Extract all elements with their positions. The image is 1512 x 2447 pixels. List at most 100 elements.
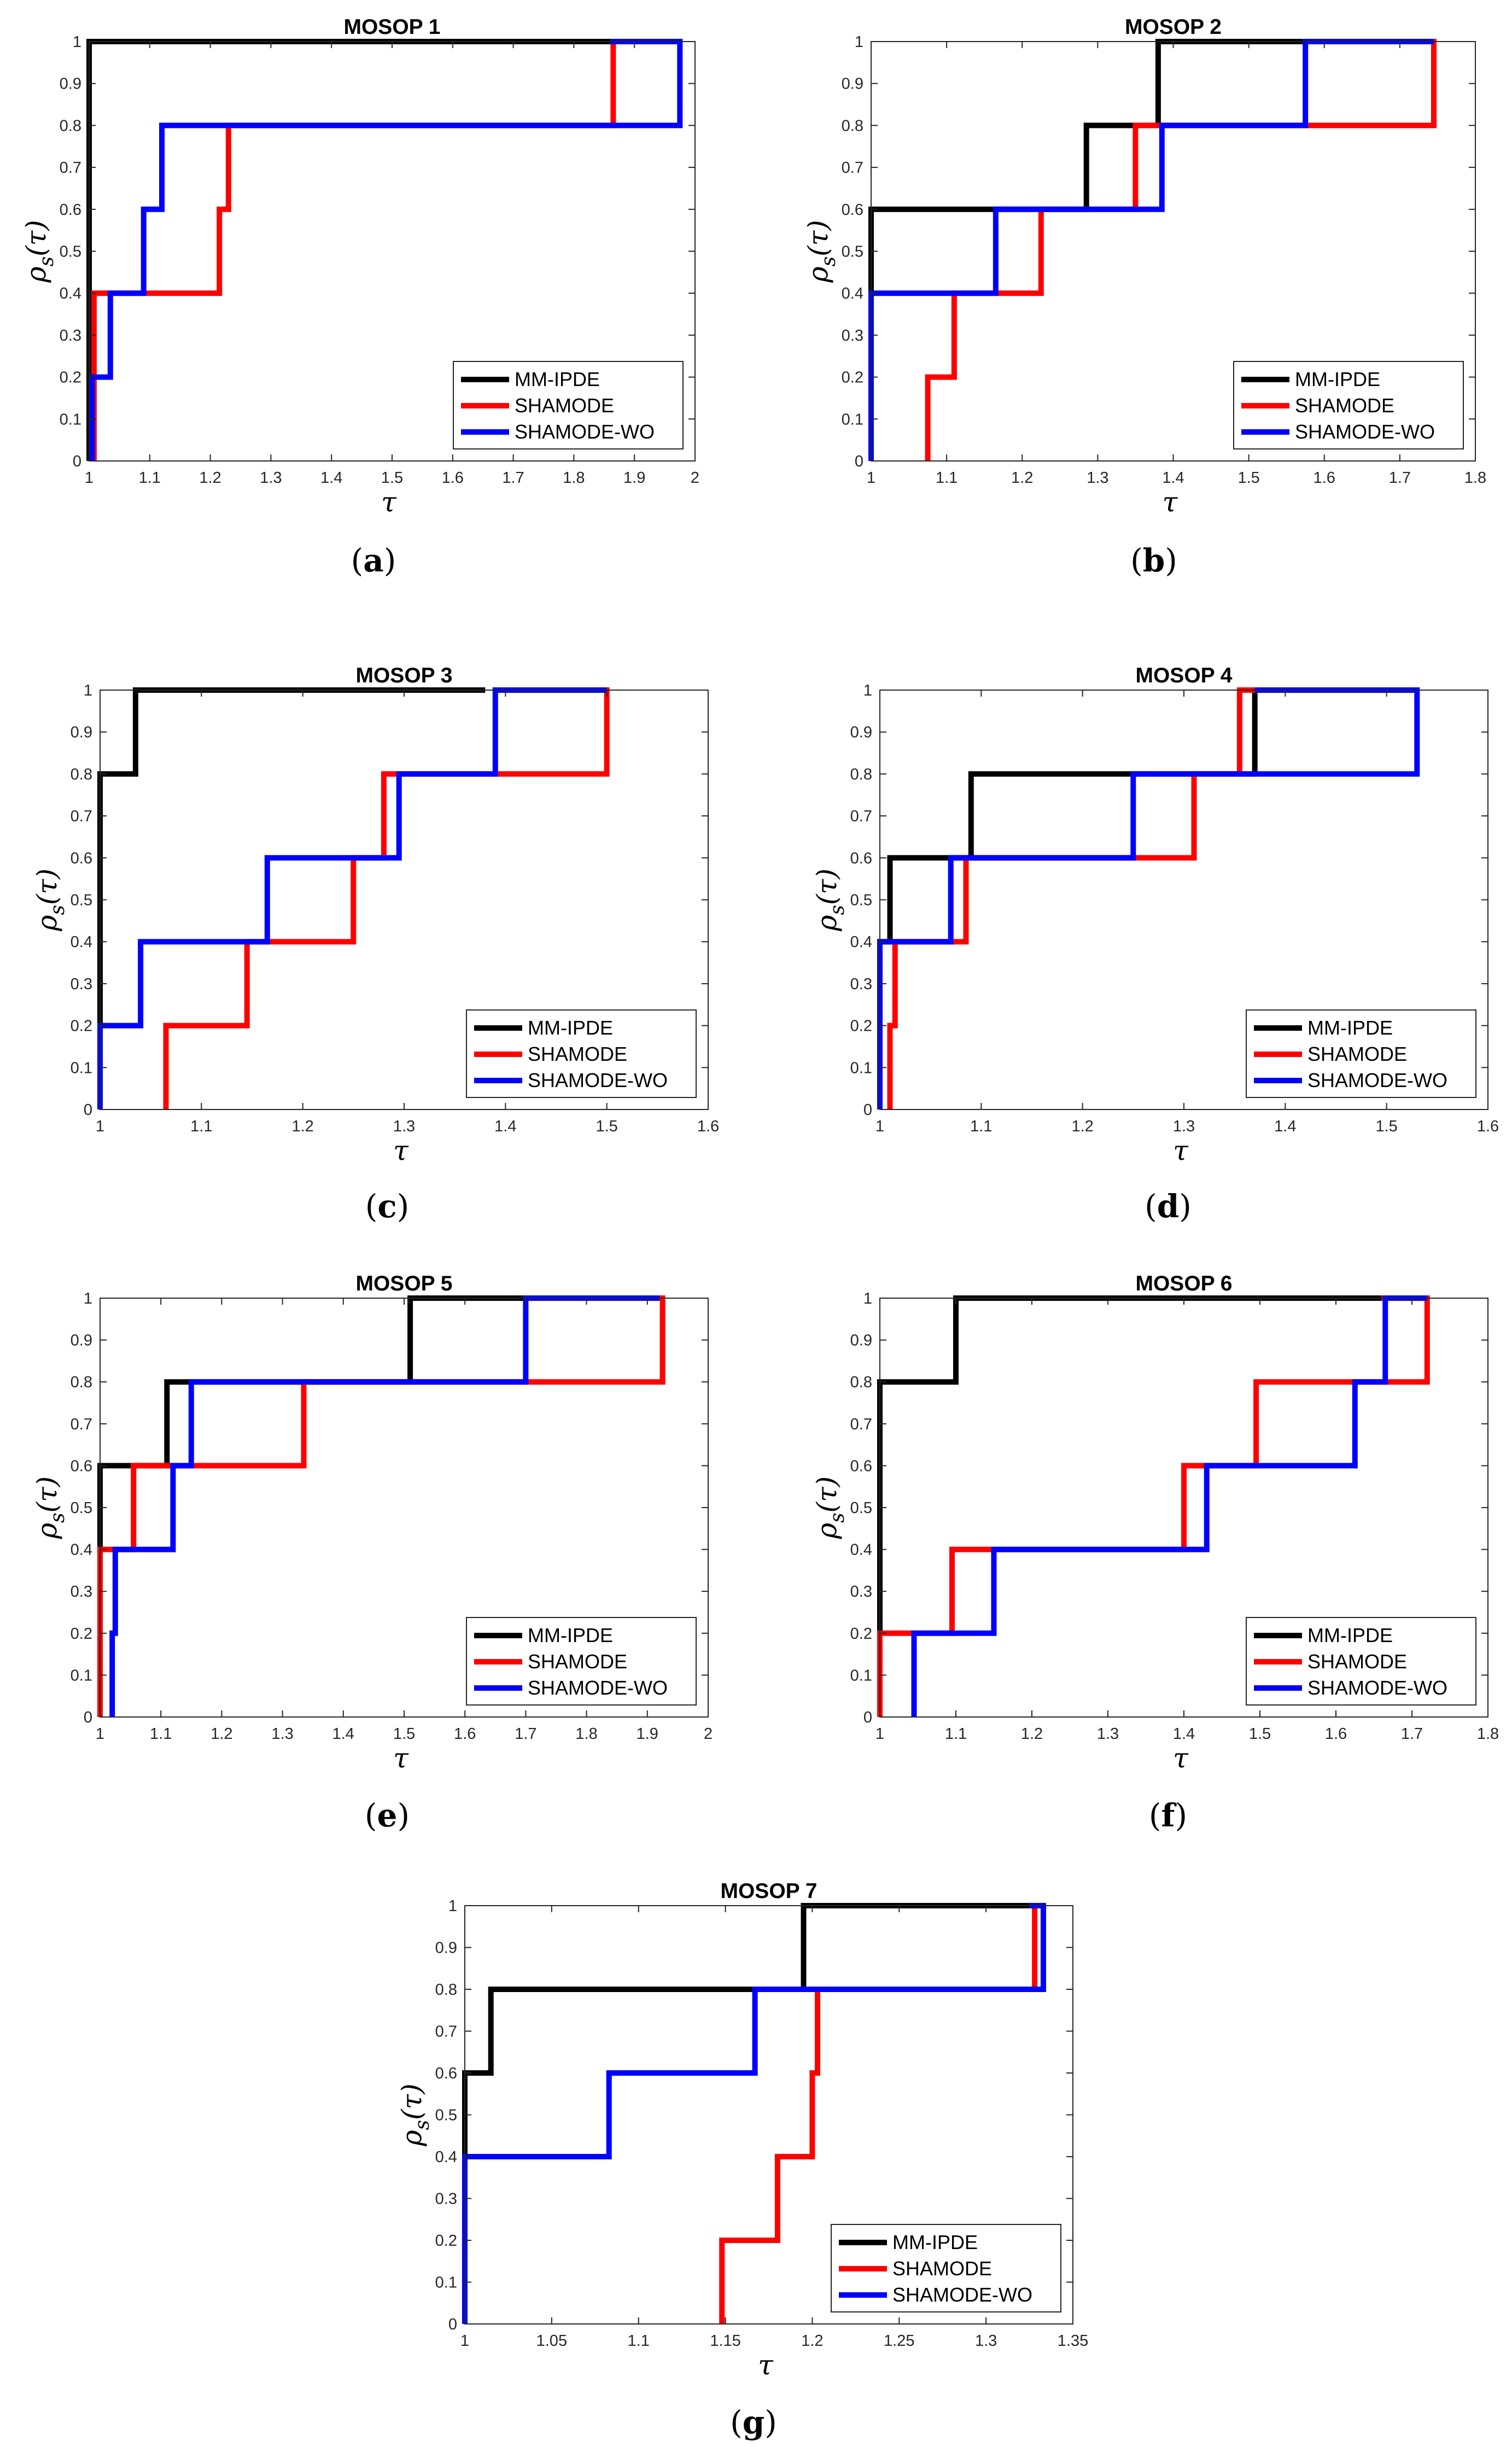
caption-letter: f <box>1161 1797 1177 1834</box>
legend-label: SHAMODE-WO <box>1307 1677 1447 1699</box>
y-tick-label: 0.3 <box>850 976 872 993</box>
series-line-shamode-wo <box>877 687 1420 1109</box>
y-axis-label-arg: (τ) <box>31 868 63 905</box>
legend-label: SHAMODE <box>1307 1043 1407 1065</box>
legend-label: SHAMODE-WO <box>1307 1069 1447 1091</box>
x-tick-label: 2 <box>691 469 699 487</box>
x-axis-label: τ <box>1173 1742 1189 1774</box>
y-tick-label: 0.3 <box>850 1583 872 1601</box>
x-tick-label: 1.3 <box>393 1118 415 1135</box>
x-tick-label: 1.7 <box>515 1725 536 1743</box>
x-tick-label: 1.2 <box>1072 1118 1094 1135</box>
y-tick-label: 0.8 <box>71 766 92 783</box>
x-tick-label: 1 <box>96 1725 104 1743</box>
caption-open-paren: ( <box>1149 1797 1161 1834</box>
y-tick-label: 0.2 <box>850 1018 872 1035</box>
x-tick-label: 1.25 <box>884 2332 914 2350</box>
y-axis-label-arg: (τ) <box>20 220 52 256</box>
y-tick-label: 0.7 <box>71 808 92 825</box>
x-axis-label: τ <box>758 2349 774 2381</box>
y-tick-label: 0.8 <box>60 117 81 135</box>
y-tick-label: 0.7 <box>842 159 863 177</box>
x-tick-label: 1.7 <box>1401 1725 1423 1743</box>
y-tick-label: 1 <box>84 682 92 699</box>
series-line-shamode-wo <box>89 39 683 461</box>
legend-label: MM-IPDE <box>1307 1017 1393 1039</box>
chart-title: MOSOP 6 <box>1135 1272 1232 1295</box>
legend: MM-IPDE SHAMODE SHAMODE-WO <box>1246 1009 1476 1098</box>
y-axis-label: ρs(τ) <box>396 2083 434 2147</box>
x-tick-label: 1.6 <box>697 1118 719 1135</box>
x-tick-label: 1 <box>875 1118 884 1135</box>
chart-title: MOSOP 4 <box>1135 664 1232 687</box>
x-tick-label: 1.4 <box>1162 469 1184 487</box>
caption-open-paren: ( <box>365 1797 377 1834</box>
y-tick-label: 0.9 <box>850 1332 872 1350</box>
chart-title: MOSOP 2 <box>1125 15 1222 39</box>
y-tick-label: 0.3 <box>60 327 81 344</box>
x-tick-label: 1.1 <box>150 1725 172 1743</box>
caption-close-paren: ) <box>1175 1797 1187 1834</box>
y-tick-label: 0 <box>855 453 863 470</box>
x-tick-label: 1.4 <box>332 1725 354 1743</box>
x-tick-label: 1.4 <box>320 469 342 487</box>
y-axis-label-rho: ρ <box>811 1522 843 1539</box>
y-tick-label: 0 <box>84 1101 92 1119</box>
legend-label: SHAMODE-WO <box>1295 421 1435 443</box>
x-tick-label: 1.3 <box>1173 1118 1195 1135</box>
x-tick-label: 1.4 <box>494 1118 516 1135</box>
series-line-shamode-wo <box>109 1295 659 1717</box>
y-tick-label: 0 <box>73 453 81 470</box>
chart-title: MOSOP 1 <box>343 15 440 39</box>
legend-label: MM-IPDE <box>1295 368 1380 390</box>
x-tick-label: 1.2 <box>1021 1725 1043 1743</box>
x-tick-label: 1.2 <box>211 1725 232 1743</box>
y-tick-label: 0.2 <box>60 369 81 387</box>
x-tick-label: 1.9 <box>637 1725 658 1743</box>
legend-label: SHAMODE <box>1307 1650 1407 1673</box>
x-tick-label: 1.5 <box>1376 1118 1398 1135</box>
y-tick-label: 1 <box>863 682 872 699</box>
legend-label: SHAMODE <box>1295 394 1394 417</box>
chart-title: MOSOP 5 <box>355 1272 452 1295</box>
y-tick-label: 0.2 <box>435 2232 457 2250</box>
y-tick-label: 0.6 <box>71 1457 92 1475</box>
legend: MM-IPDE SHAMODE SHAMODE-WO <box>453 361 684 449</box>
chart-panel-c: 1 1.1 1.2 1.3 1.4 1.5 1.6 0 0.1 0.2 0.3 0.4 0.5 0.6 0.… <box>31 664 719 1225</box>
legend-label: SHAMODE-WO <box>515 421 655 443</box>
x-tick-label: 1 <box>85 469 94 487</box>
caption-close-paren: ) <box>384 542 396 579</box>
series-line-shamode <box>97 1295 665 1717</box>
y-tick-label: 0.8 <box>842 117 863 135</box>
y-axis-label-sub: s <box>826 905 849 915</box>
x-tick-label: 1.8 <box>1464 469 1486 487</box>
y-tick-label: 0.6 <box>850 850 872 867</box>
caption-open-paren: ( <box>351 542 364 579</box>
x-tick-label: 1.1 <box>190 1118 212 1135</box>
y-tick-label: 0.6 <box>60 201 81 219</box>
y-tick-label: 0.8 <box>435 1981 457 1999</box>
x-tick-label: 1.3 <box>1097 1725 1119 1743</box>
y-tick-label: 0.9 <box>71 724 92 741</box>
x-tick-label: 1.3 <box>271 1725 293 1743</box>
series-line-shamode-wo <box>97 687 607 1109</box>
y-tick-label: 0.1 <box>71 1667 92 1684</box>
x-axis-label: τ <box>393 1135 409 1166</box>
x-tick-label: 1.2 <box>199 469 221 487</box>
caption-close-paren: ) <box>764 2404 777 2441</box>
x-tick-label: 1.9 <box>623 469 645 487</box>
y-tick-label: 0.7 <box>435 2023 457 2041</box>
y-axis-label-sub: s <box>818 256 840 266</box>
y-tick-label: 0 <box>863 1709 872 1726</box>
panel-caption: (e) <box>365 1797 410 1834</box>
caption-letter: b <box>1143 542 1165 579</box>
y-tick-label: 0.5 <box>850 1499 872 1517</box>
series-line-shamode-wo <box>462 1903 1046 2324</box>
x-axis-label: τ <box>1163 486 1178 518</box>
chart-panel-f: 1 1.1 1.2 1.3 1.4 1.5 1.6 1.7 1.8 0 0.1 0.2 0.3 0.4 0.… <box>811 1272 1499 1834</box>
x-tick-label: 1.1 <box>936 469 958 487</box>
y-tick-label: 0.4 <box>60 285 81 302</box>
y-tick-label: 0 <box>84 1709 92 1726</box>
y-tick-label: 0.4 <box>850 1541 872 1559</box>
caption-letter: e <box>377 1797 398 1834</box>
